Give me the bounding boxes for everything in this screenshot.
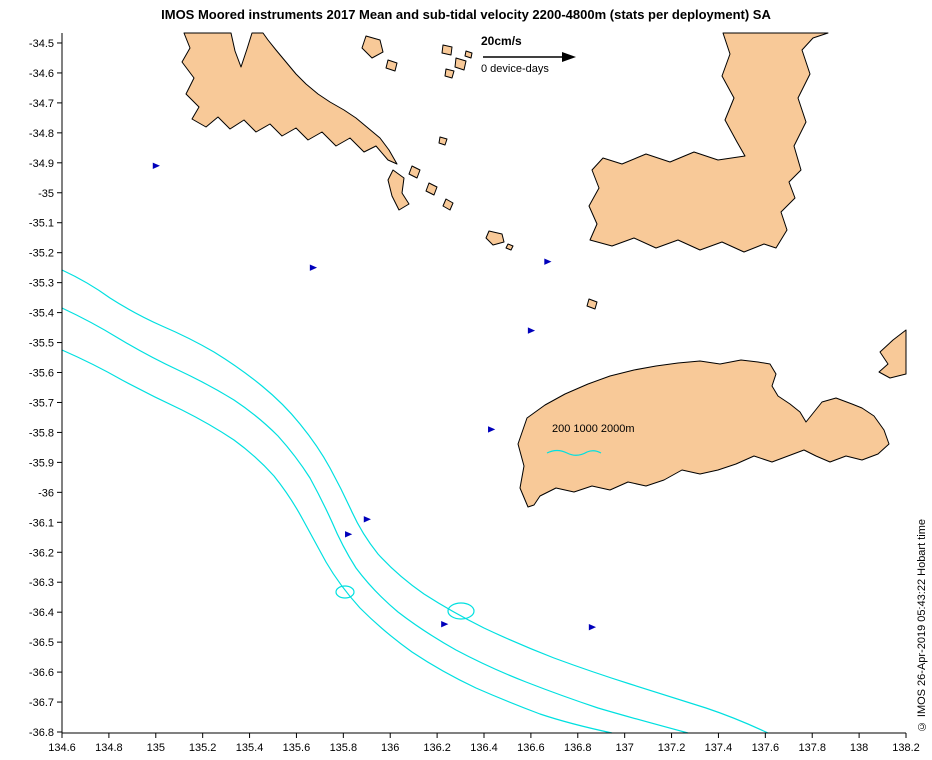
- mooring-marker[interactable]: [544, 258, 552, 265]
- y-tick-label: -35.9: [29, 457, 54, 469]
- x-tick-label: 136.8: [564, 742, 592, 754]
- y-tick-label: -35.1: [29, 218, 54, 230]
- axes-layer: 134.6 134.8 135 135.2 135.4 135.6 135.8 136 136.…: [29, 33, 920, 754]
- y-tick-label: -35.2: [29, 248, 54, 260]
- land-yorke-peninsula: [588, 32, 829, 253]
- y-tick-label: -36.8: [29, 727, 54, 739]
- land-layer: [181, 32, 907, 508]
- land-thistle-island: [387, 169, 410, 211]
- land-dangerous-reef: [438, 136, 448, 146]
- y-tick-label: -35.4: [29, 308, 54, 320]
- land-banks-islet-1: [441, 44, 453, 56]
- y-tick-label: -34.8: [29, 128, 54, 140]
- x-tick-label: 137.8: [798, 742, 826, 754]
- y-tick-label: -35.6: [29, 368, 54, 380]
- x-tick-label: 136.6: [517, 742, 545, 754]
- x-tick-label: 137.4: [705, 742, 733, 754]
- y-tick-label: -35.3: [29, 278, 54, 290]
- mooring-marker[interactable]: [309, 264, 318, 271]
- y-tick-label: -35: [38, 188, 54, 200]
- scale-speed-label: 20cm/s: [481, 34, 522, 48]
- land-islet-chain-1: [408, 165, 421, 179]
- plot-title: IMOS Moored instruments 2017 Mean and su…: [161, 7, 771, 22]
- y-tick-label: -34.6: [29, 68, 54, 80]
- y-tick-label: -35.7: [29, 397, 54, 409]
- bathymetry-layer: [61, 269, 769, 734]
- mooring-marker[interactable]: [345, 531, 353, 538]
- scale-arrow-layer: [483, 52, 576, 62]
- land-islet-east: [385, 59, 398, 72]
- y-tick-label: -34.9: [29, 158, 54, 170]
- mooring-marker[interactable]: [527, 327, 536, 334]
- land-banks-islet-2: [454, 57, 467, 71]
- y-tick-label: -36.6: [29, 667, 54, 679]
- x-tick-label: 137.6: [752, 742, 780, 754]
- land-wedge-island: [485, 230, 505, 246]
- land-kangaroo-island: [517, 359, 890, 508]
- x-tick-label: 134.8: [95, 742, 123, 754]
- x-tick-label: 135.6: [283, 742, 311, 754]
- bathymetry-contour-2: [61, 307, 689, 734]
- x-tick-label: 135.2: [189, 742, 217, 754]
- land-islet-chain-2: [425, 182, 438, 196]
- x-tick-label: 135.8: [330, 742, 358, 754]
- mooring-marker[interactable]: [588, 623, 597, 631]
- land-eyre-peninsula: [181, 32, 398, 165]
- y-tick-label: -36.5: [29, 637, 54, 649]
- stations-layer: [152, 162, 597, 631]
- bathymetry-contour-3: [61, 349, 613, 734]
- land-fleurieu-tip: [878, 329, 907, 379]
- land-althorpe-islet: [586, 298, 598, 310]
- contour-depths-label: 200 1000 2000m: [552, 423, 635, 435]
- y-tick-label: -36.4: [29, 607, 54, 619]
- y-tick-label: -34.7: [29, 98, 54, 110]
- x-tick-label: 134.6: [48, 742, 76, 754]
- x-tick-label: 136: [381, 742, 399, 754]
- contour-legend-sample: [546, 449, 602, 456]
- x-tick-label: 138.2: [892, 742, 920, 754]
- x-tick-label: 137: [615, 742, 633, 754]
- x-tick-label: 135: [147, 742, 165, 754]
- y-tick-label: -36.3: [29, 577, 54, 589]
- mooring-marker[interactable]: [488, 426, 496, 433]
- y-tick-label: -36: [38, 487, 54, 499]
- copyright-watermark: © IMOS 26-Apr-2019 05:43:22 Hobart time: [916, 518, 928, 732]
- bathymetry-contour-1: [61, 269, 769, 734]
- land-boston-islet: [361, 35, 384, 59]
- land-banks-islet-4: [464, 50, 473, 59]
- x-tick-label: 136.2: [423, 742, 451, 754]
- mooring-marker[interactable]: [363, 516, 371, 523]
- y-tick-label: -36.7: [29, 697, 54, 709]
- scale-days-label: 0 device-days: [481, 63, 549, 75]
- x-tick-label: 138: [850, 742, 868, 754]
- y-tick-label: -36.1: [29, 517, 54, 529]
- land-banks-islet-3: [444, 68, 455, 79]
- x-tick-label: 137.2: [658, 742, 686, 754]
- mooring-marker[interactable]: [152, 162, 160, 170]
- x-tick-label: 136.4: [470, 742, 498, 754]
- bathymetry-eddy-2: [447, 602, 475, 620]
- land-islet-chain-3: [442, 198, 454, 211]
- mooring-marker[interactable]: [441, 620, 449, 628]
- y-tick-label: -35.8: [29, 427, 54, 439]
- y-tick-label: -35.5: [29, 338, 54, 350]
- bathymetry-eddy-1: [335, 585, 355, 599]
- scale-arrow-head: [562, 52, 576, 62]
- land-wedge-islet: [505, 243, 514, 251]
- x-tick-label: 135.4: [236, 742, 264, 754]
- y-tick-label: -36.2: [29, 547, 54, 559]
- y-tick-label: -34.5: [29, 38, 54, 50]
